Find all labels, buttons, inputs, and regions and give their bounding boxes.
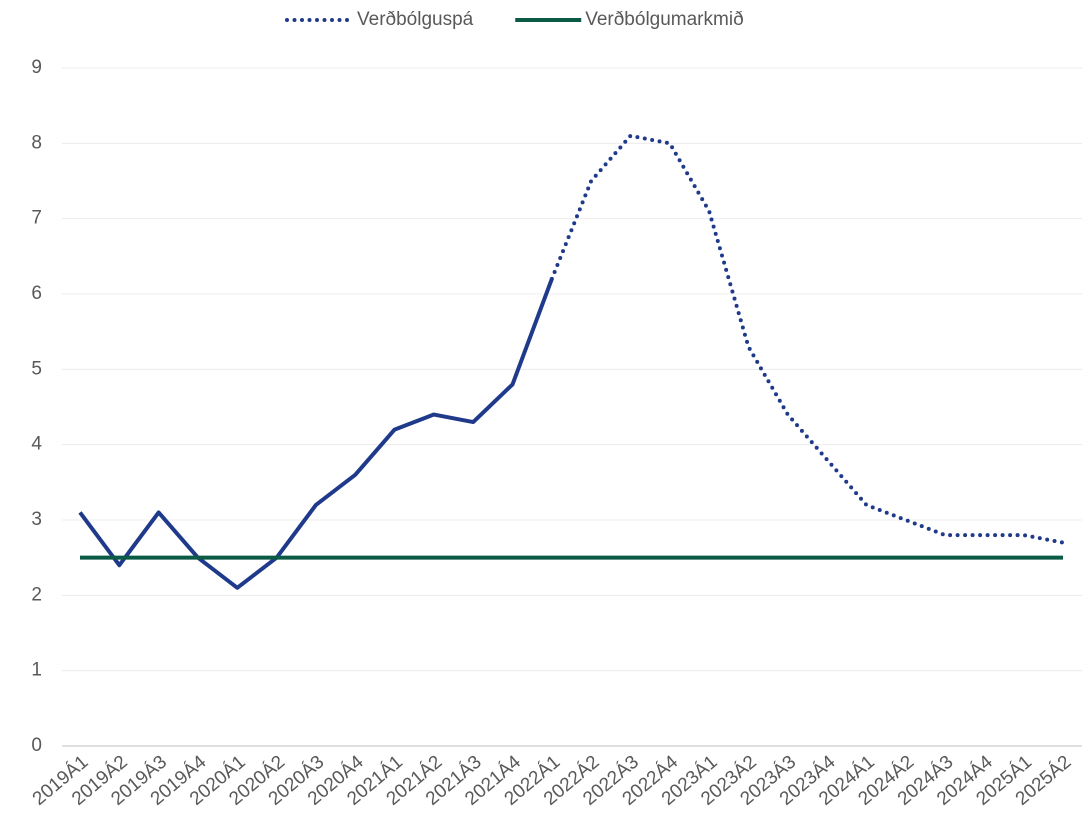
line-series — [78, 278, 554, 590]
y-tick-label: 0 — [31, 735, 42, 756]
y-tick-label: 8 — [31, 132, 42, 153]
y-tick-label: 3 — [31, 509, 42, 530]
legend-label: Verðbólgumarkmið — [585, 9, 743, 30]
y-tick-label: 2 — [31, 584, 42, 605]
y-tick-label: 4 — [31, 434, 42, 455]
y-tick-label: 9 — [31, 57, 42, 78]
legend-label: Verðbólguspá — [357, 9, 474, 30]
y-tick-label: 5 — [31, 358, 42, 379]
y-tick-label: 1 — [31, 660, 42, 681]
y-tick-label: 7 — [31, 208, 42, 229]
y-tick-label: 6 — [31, 283, 42, 304]
line-series — [549, 133, 1065, 545]
